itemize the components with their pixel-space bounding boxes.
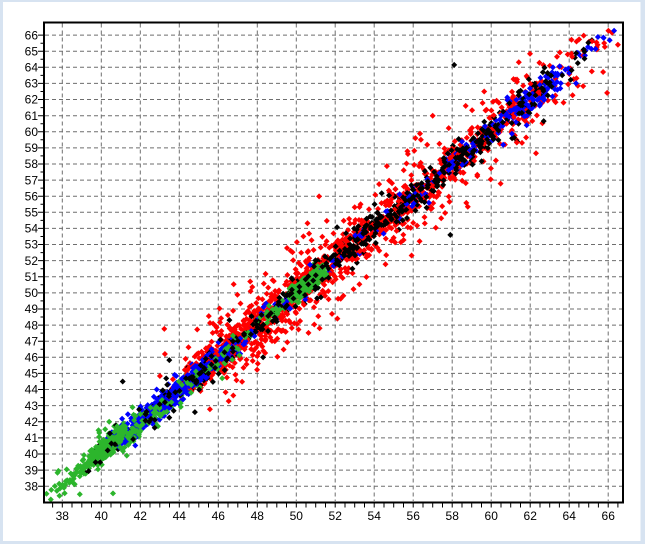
svg-text:54: 54 (368, 509, 382, 523)
svg-text:44: 44 (25, 383, 39, 397)
svg-text:64: 64 (25, 61, 39, 75)
svg-text:46: 46 (212, 509, 226, 523)
svg-text:52: 52 (329, 509, 343, 523)
svg-text:39: 39 (25, 463, 39, 477)
svg-text:63: 63 (25, 77, 39, 91)
svg-text:56: 56 (407, 509, 421, 523)
svg-text:66: 66 (25, 28, 39, 42)
svg-text:53: 53 (25, 238, 39, 252)
svg-text:46: 46 (25, 351, 39, 365)
svg-text:66: 66 (602, 509, 616, 523)
svg-text:64: 64 (563, 509, 577, 523)
svg-text:60: 60 (485, 509, 499, 523)
svg-text:54: 54 (25, 222, 39, 236)
svg-text:38: 38 (25, 479, 39, 493)
svg-text:62: 62 (524, 509, 538, 523)
svg-text:62: 62 (25, 93, 39, 107)
svg-text:57: 57 (25, 173, 39, 187)
svg-text:43: 43 (25, 399, 39, 413)
svg-text:48: 48 (251, 509, 265, 523)
svg-text:45: 45 (25, 367, 39, 381)
svg-text:51: 51 (25, 270, 39, 284)
svg-text:42: 42 (134, 509, 148, 523)
svg-text:38: 38 (56, 509, 70, 523)
svg-text:40: 40 (25, 447, 39, 461)
svg-text:56: 56 (25, 189, 39, 203)
svg-text:58: 58 (446, 509, 460, 523)
svg-text:42: 42 (25, 415, 39, 429)
svg-text:58: 58 (25, 157, 39, 171)
svg-text:60: 60 (25, 125, 39, 139)
svg-text:47: 47 (25, 334, 39, 348)
svg-text:59: 59 (25, 141, 39, 155)
svg-text:65: 65 (25, 44, 39, 58)
svg-text:48: 48 (25, 318, 39, 332)
svg-text:55: 55 (25, 206, 39, 220)
svg-text:41: 41 (25, 431, 39, 445)
svg-text:50: 50 (25, 286, 39, 300)
svg-text:44: 44 (173, 509, 187, 523)
svg-text:50: 50 (290, 509, 304, 523)
svg-text:52: 52 (25, 254, 39, 268)
svg-text:49: 49 (25, 302, 39, 316)
svg-text:40: 40 (95, 509, 109, 523)
svg-text:61: 61 (25, 109, 39, 123)
